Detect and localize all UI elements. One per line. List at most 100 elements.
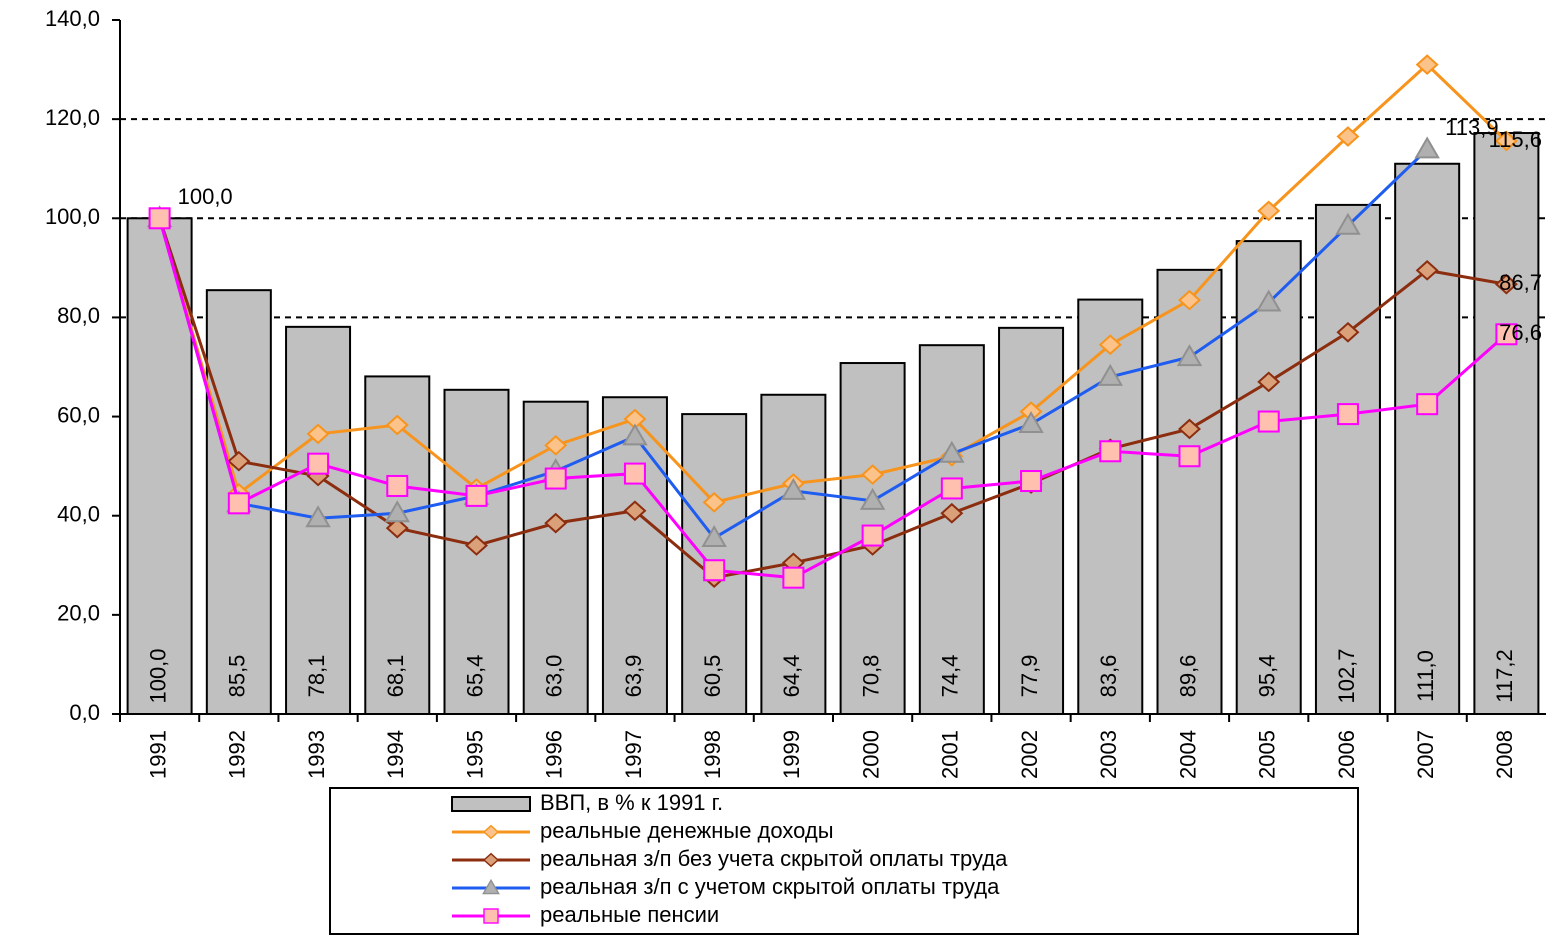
legend-swatch xyxy=(451,796,531,812)
marker xyxy=(386,474,409,497)
x-tick-label: 2004 xyxy=(1175,730,1200,779)
marker xyxy=(702,491,726,513)
x-tick-label: 2006 xyxy=(1334,730,1359,779)
marker xyxy=(148,207,171,230)
bar xyxy=(601,396,668,715)
legend-label: реальная з/п с учетом скрытой оплаты тру… xyxy=(540,874,1000,899)
x-tick-label: 2000 xyxy=(858,730,883,779)
marker xyxy=(385,414,409,436)
y-tick-label: 0,0 xyxy=(69,700,100,725)
bar-value-label: 65,4 xyxy=(462,655,487,698)
marker xyxy=(1494,130,1518,152)
x-tick-label: 1996 xyxy=(542,730,567,779)
marker xyxy=(782,566,805,589)
line-value-label: 115,6 xyxy=(1489,127,1542,152)
marker xyxy=(305,505,331,528)
marker xyxy=(544,512,568,534)
marker xyxy=(861,464,885,485)
marker xyxy=(1415,54,1439,75)
bar xyxy=(1473,132,1540,716)
x-tick-label: 2005 xyxy=(1255,730,1280,779)
marker xyxy=(482,878,500,895)
bar-value-label: 74,4 xyxy=(938,655,963,698)
marker xyxy=(1416,393,1439,416)
marker xyxy=(1178,445,1201,468)
marker xyxy=(1178,418,1201,440)
marker xyxy=(1495,323,1518,346)
legend-label: реальные денежные доходы xyxy=(540,818,834,843)
marker xyxy=(703,559,726,582)
marker xyxy=(227,492,250,515)
bar-value-label: 102,7 xyxy=(1334,648,1359,703)
bar-value-label: 64,4 xyxy=(779,655,804,698)
marker xyxy=(384,500,411,523)
bar xyxy=(1235,240,1302,716)
marker xyxy=(1336,321,1360,343)
bar-value-label: 83,6 xyxy=(1096,655,1121,698)
line-value-label: 113,9 xyxy=(1445,115,1498,140)
marker xyxy=(939,440,965,463)
bar-value-label: 68,1 xyxy=(383,655,408,698)
marker xyxy=(1414,136,1440,159)
marker xyxy=(861,524,884,547)
marker xyxy=(940,477,963,500)
legend-label: реальная з/п без учета скрытой оплаты тр… xyxy=(540,846,1008,871)
bar-value-label: 95,4 xyxy=(1255,655,1280,698)
marker xyxy=(1099,440,1122,463)
x-tick-label: 2008 xyxy=(1492,730,1517,779)
x-tick-label: 1993 xyxy=(304,730,329,779)
x-tick-label: 2003 xyxy=(1096,730,1121,779)
marker xyxy=(465,484,488,507)
marker xyxy=(1176,344,1203,367)
legend-label: ВВП, в % к 1991 г. xyxy=(540,790,723,815)
line-value-label: 100,0 xyxy=(178,184,233,209)
x-tick-label: 1998 xyxy=(700,730,725,779)
legend-label: реальные пенсии xyxy=(540,902,719,927)
y-tick-label: 20,0 xyxy=(57,601,100,626)
bar-value-label: 70,8 xyxy=(858,655,883,698)
marker xyxy=(1494,273,1518,295)
bar-value-label: 77,9 xyxy=(1017,655,1042,698)
x-tick-label: 1999 xyxy=(779,730,804,779)
marker xyxy=(307,452,330,475)
bar xyxy=(126,217,193,716)
marker xyxy=(780,477,807,500)
y-tick-label: 40,0 xyxy=(57,502,100,527)
x-tick-label: 2007 xyxy=(1413,730,1438,779)
marker xyxy=(1018,411,1044,434)
marker xyxy=(1257,200,1281,222)
marker xyxy=(1257,410,1280,433)
marker xyxy=(482,852,500,868)
x-tick-label: 1994 xyxy=(383,730,408,779)
marker xyxy=(227,450,251,472)
y-tick-label: 60,0 xyxy=(57,402,100,427)
marker xyxy=(306,423,330,445)
bar xyxy=(1156,268,1223,715)
legend: ВВП, в % к 1991 г. реальные денежные дохо… xyxy=(329,787,1359,935)
line xyxy=(158,217,1507,580)
bar-value-label: 111,0 xyxy=(1413,650,1438,702)
bar xyxy=(918,344,985,715)
marker xyxy=(859,487,886,510)
y-tick-label: 80,0 xyxy=(57,303,100,328)
bar-value-label: 85,5 xyxy=(225,655,250,698)
marker xyxy=(1335,212,1361,235)
marker xyxy=(1336,126,1360,147)
bar-value-label: 117,2 xyxy=(1492,649,1517,702)
marker xyxy=(544,467,567,490)
marker xyxy=(1257,371,1281,393)
y-tick-label: 100,0 xyxy=(45,204,100,229)
line xyxy=(158,217,1508,580)
marker xyxy=(623,500,647,522)
marker xyxy=(385,517,409,539)
bar-value-label: 60,5 xyxy=(700,655,725,698)
marker xyxy=(1255,289,1282,312)
x-tick-label: 1997 xyxy=(621,730,646,779)
marker xyxy=(1020,470,1043,493)
y-tick-label: 140,0 xyxy=(45,6,100,31)
bar-value-label: 89,6 xyxy=(1175,655,1200,698)
bar xyxy=(1394,162,1461,715)
bar-value-label: 63,9 xyxy=(621,655,646,698)
bar-value-label: 100,0 xyxy=(145,648,170,703)
line-value-label: 76,6 xyxy=(1499,320,1542,345)
